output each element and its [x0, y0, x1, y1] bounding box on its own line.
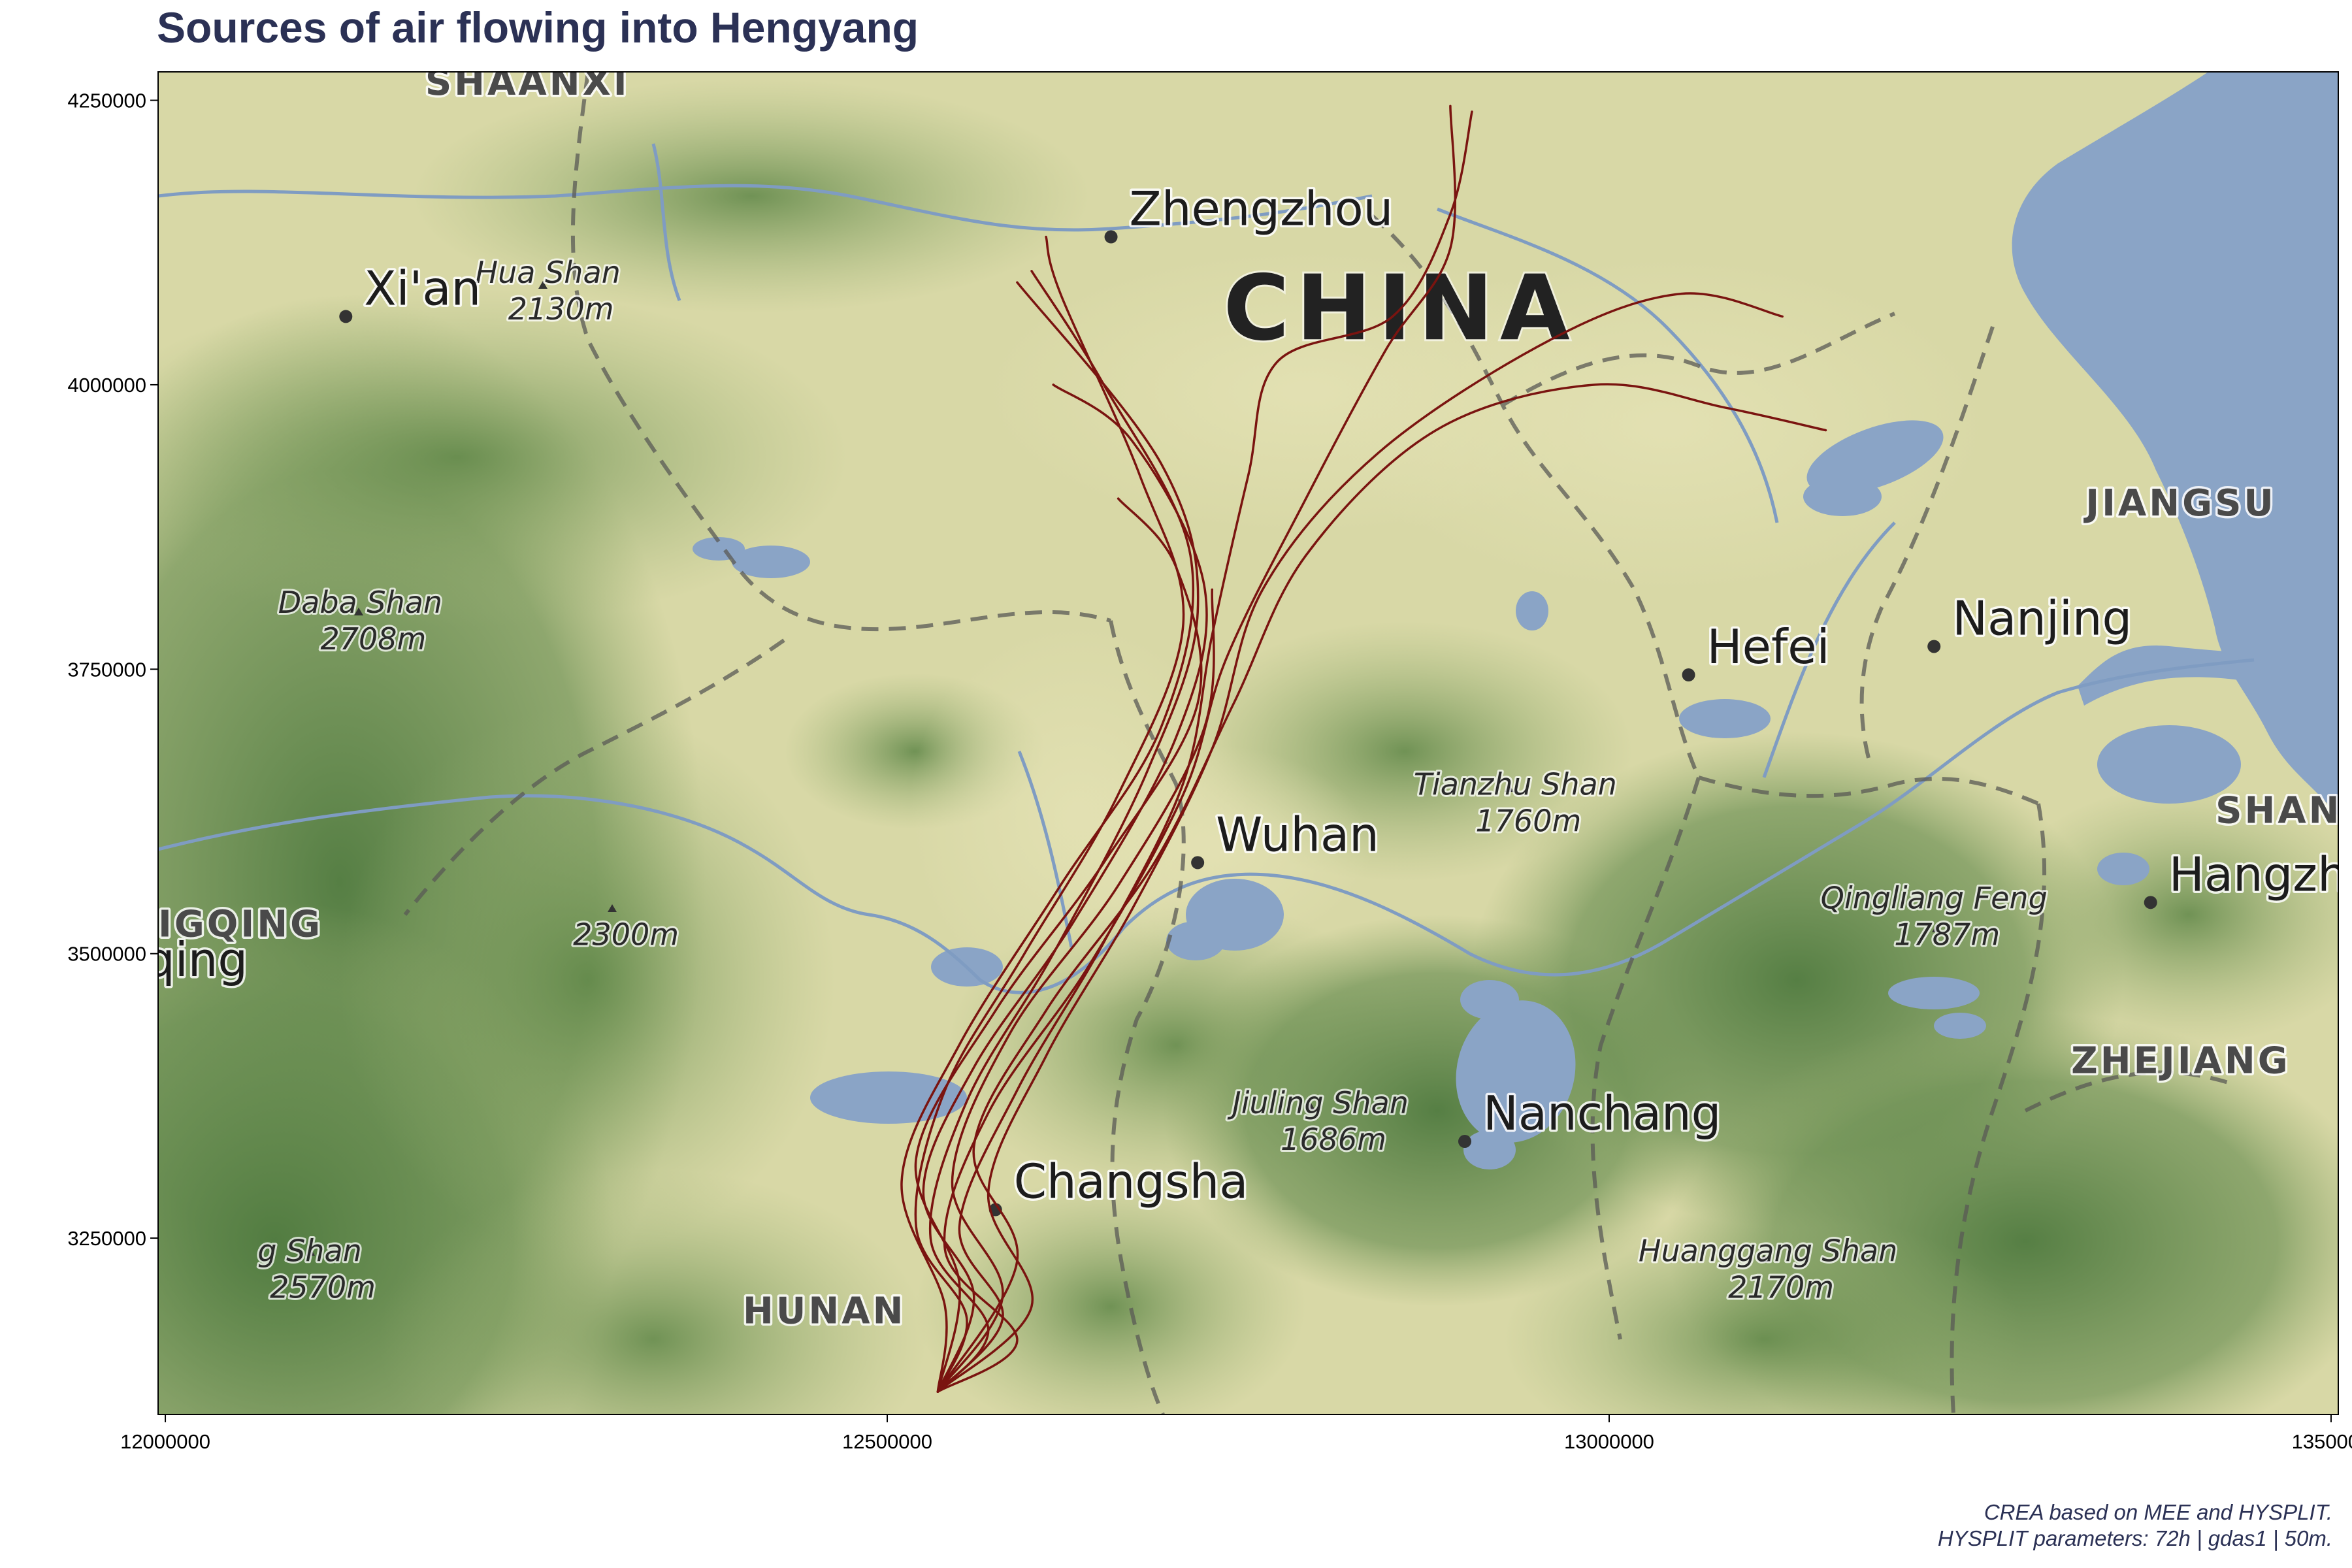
terrain-relief [158, 78, 2338, 1414]
peak-name: Huanggang Shan [1639, 1233, 1897, 1269]
trajectory-8 [936, 110, 1473, 1393]
trajectory-2 [900, 270, 1195, 1393]
place-label: Nanjing [1952, 591, 2132, 645]
y-axis: 4250000 4000000 3750000 3500000 3250000 [67, 90, 158, 1250]
coast-estuary [2078, 645, 2338, 706]
chart-title: Sources of air flowing into Hengyang [157, 3, 919, 52]
x-axis: 12000000 12500000 13000000 1350000 [120, 1414, 2352, 1453]
y-tick-label: 4250000 [67, 90, 146, 112]
place-label: qing [145, 932, 248, 987]
y-tick-label: 3500000 [67, 943, 146, 966]
country-label: CHINA [1223, 255, 1576, 361]
trajectory-4 [922, 384, 1208, 1393]
trajectory-3 [928, 281, 1200, 1393]
caption: CREA based on MEE and HYSPLIT. HYSPLIT p… [1938, 1499, 2332, 1552]
caption-line-1: CREA based on MEE and HYSPLIT. [1984, 1500, 2332, 1524]
city-dot [1191, 856, 1205, 870]
city-dot [1682, 668, 1695, 682]
city-dot [2144, 896, 2157, 909]
peak-height: 2708m [320, 621, 426, 657]
place-label: Xi'an [364, 261, 481, 316]
trajectory-5 [914, 497, 1203, 1393]
peak-name: Jiuling Shan [1227, 1085, 1409, 1120]
province-label: IGQING [158, 904, 323, 946]
x-tick-label: 12500000 [842, 1430, 932, 1453]
city-dots [339, 230, 2157, 1217]
province-label: SHAANXI [425, 61, 630, 104]
place-label: Zhengzhou [1130, 182, 1394, 237]
city-dot [339, 310, 353, 323]
peak-height: 2170m [1728, 1270, 1834, 1305]
trajectory-1 [914, 235, 1185, 1393]
peak-height: 2130m [508, 291, 614, 327]
place-label: Hefei [1707, 619, 1830, 674]
caption-line-2: HYSPLIT parameters: 72h | gdas1 | 50m. [1937, 1526, 2332, 1550]
peak-height: 1787m [1894, 917, 2000, 953]
y-tick-label: 3250000 [67, 1227, 146, 1250]
place-label: Wuhan [1216, 807, 1379, 862]
y-tick-label: 3750000 [67, 658, 146, 681]
peak-name: Tianzhu Shan [1414, 767, 1617, 802]
panel-frame [157, 71, 2339, 1415]
province-label: JIANGSU [2083, 482, 2276, 525]
peak-height: 2300m [573, 917, 679, 953]
peak-height: 2570m [270, 1270, 376, 1305]
place-label: Nanchang [1483, 1086, 1721, 1141]
province-borders [403, 72, 2235, 1414]
peak-name: Qingliang Feng [1821, 881, 2048, 916]
peak-name: g Shan [257, 1233, 362, 1269]
peak-name: Daba Shan [278, 585, 442, 620]
y-tick-label: 4000000 [67, 374, 146, 397]
province-label: HUNAN [743, 1290, 906, 1333]
trajectories [900, 105, 1827, 1393]
city-dot [1458, 1135, 1471, 1149]
trajectory-7 [936, 105, 1457, 1393]
place-labels: Zhengzhou Xi'an Wuhan Hefei Nanjing Changsha N… [145, 179, 2347, 1211]
province-label: ZHEJIANG [2071, 1040, 2291, 1083]
x-tick-label: 12000000 [120, 1430, 210, 1453]
rivers [158, 143, 2255, 994]
place-label: Changsha [1014, 1154, 1249, 1209]
peak-name: Hua Shan [476, 255, 621, 290]
sea [2012, 72, 2338, 817]
province-label: SHAN [2215, 789, 2342, 832]
x-tick-label: 13000000 [1564, 1430, 1654, 1453]
peak-height: 1760m [1475, 804, 1581, 839]
city-dot [1927, 640, 1941, 653]
lakes [693, 420, 2241, 1169]
city-dot [1104, 230, 1118, 244]
x-tick-label: 1350000 [2292, 1430, 2352, 1453]
peak-markers [306, 281, 1941, 1262]
trajectory-10 [936, 383, 1827, 1393]
place-label: Hangzh [2169, 847, 2347, 902]
peak-height: 1686m [1281, 1122, 1386, 1157]
province-labels: SHAANXI JIANGSU SHAN IGQING ZHEJIANG HUNAN [158, 61, 2342, 1335]
